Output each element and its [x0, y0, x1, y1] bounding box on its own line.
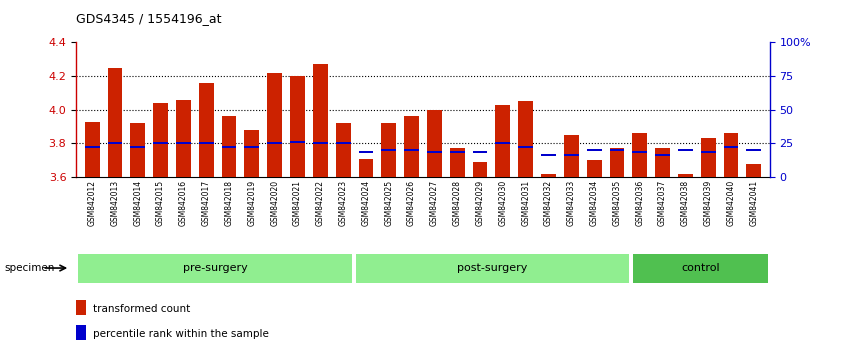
Bar	[587, 160, 602, 177]
Bar	[76, 325, 85, 340]
Bar	[610, 149, 624, 151]
Bar	[176, 142, 191, 144]
Bar	[678, 149, 693, 151]
Bar	[723, 133, 739, 177]
Bar	[222, 116, 236, 177]
Text: post-surgery: post-surgery	[457, 263, 528, 273]
Bar	[336, 142, 350, 144]
Bar	[107, 68, 123, 177]
Bar	[610, 148, 624, 177]
Text: pre-surgery: pre-surgery	[183, 263, 247, 273]
Bar	[313, 142, 327, 144]
Bar	[450, 148, 464, 177]
Bar	[700, 138, 716, 177]
Bar	[313, 64, 327, 177]
Bar	[244, 130, 259, 177]
Bar	[564, 154, 579, 156]
Bar	[655, 154, 670, 156]
Bar	[678, 174, 693, 177]
Bar	[632, 133, 647, 177]
Bar	[632, 151, 647, 153]
FancyBboxPatch shape	[355, 254, 629, 283]
Text: percentile rank within the sample: percentile rank within the sample	[93, 329, 269, 339]
Bar	[107, 142, 123, 144]
FancyBboxPatch shape	[633, 254, 768, 283]
Bar	[244, 146, 259, 148]
Bar	[153, 103, 168, 177]
Text: transformed count: transformed count	[93, 303, 190, 314]
Bar	[85, 146, 100, 148]
Bar	[496, 105, 510, 177]
Text: specimen: specimen	[4, 263, 55, 273]
FancyBboxPatch shape	[78, 254, 352, 283]
Bar	[359, 159, 373, 177]
Bar	[746, 164, 761, 177]
Bar	[700, 151, 716, 153]
Text: control: control	[681, 263, 720, 273]
Bar	[404, 116, 419, 177]
Bar	[267, 142, 282, 144]
Bar	[199, 83, 214, 177]
Bar	[290, 76, 305, 177]
Bar	[564, 135, 579, 177]
Bar	[587, 149, 602, 151]
Bar	[723, 146, 739, 148]
Bar	[541, 174, 556, 177]
Bar	[427, 151, 442, 153]
Bar	[382, 123, 396, 177]
Bar	[130, 146, 146, 148]
Bar	[382, 149, 396, 151]
Bar	[496, 142, 510, 144]
Bar	[473, 162, 487, 177]
Bar	[746, 149, 761, 151]
Bar	[473, 151, 487, 153]
Bar	[427, 110, 442, 177]
Bar	[153, 142, 168, 144]
Bar	[267, 73, 282, 177]
Bar	[519, 146, 533, 148]
Bar	[222, 146, 236, 148]
Bar	[359, 151, 373, 153]
Bar	[199, 142, 214, 144]
Text: GDS4345 / 1554196_at: GDS4345 / 1554196_at	[76, 12, 222, 25]
Bar	[541, 154, 556, 156]
Bar	[130, 123, 146, 177]
Bar	[176, 100, 191, 177]
Bar	[404, 149, 419, 151]
Bar	[519, 101, 533, 177]
Bar	[85, 121, 100, 177]
Bar	[76, 300, 85, 315]
Bar	[290, 141, 305, 143]
Bar	[450, 151, 464, 153]
Bar	[336, 123, 350, 177]
Bar	[655, 148, 670, 177]
